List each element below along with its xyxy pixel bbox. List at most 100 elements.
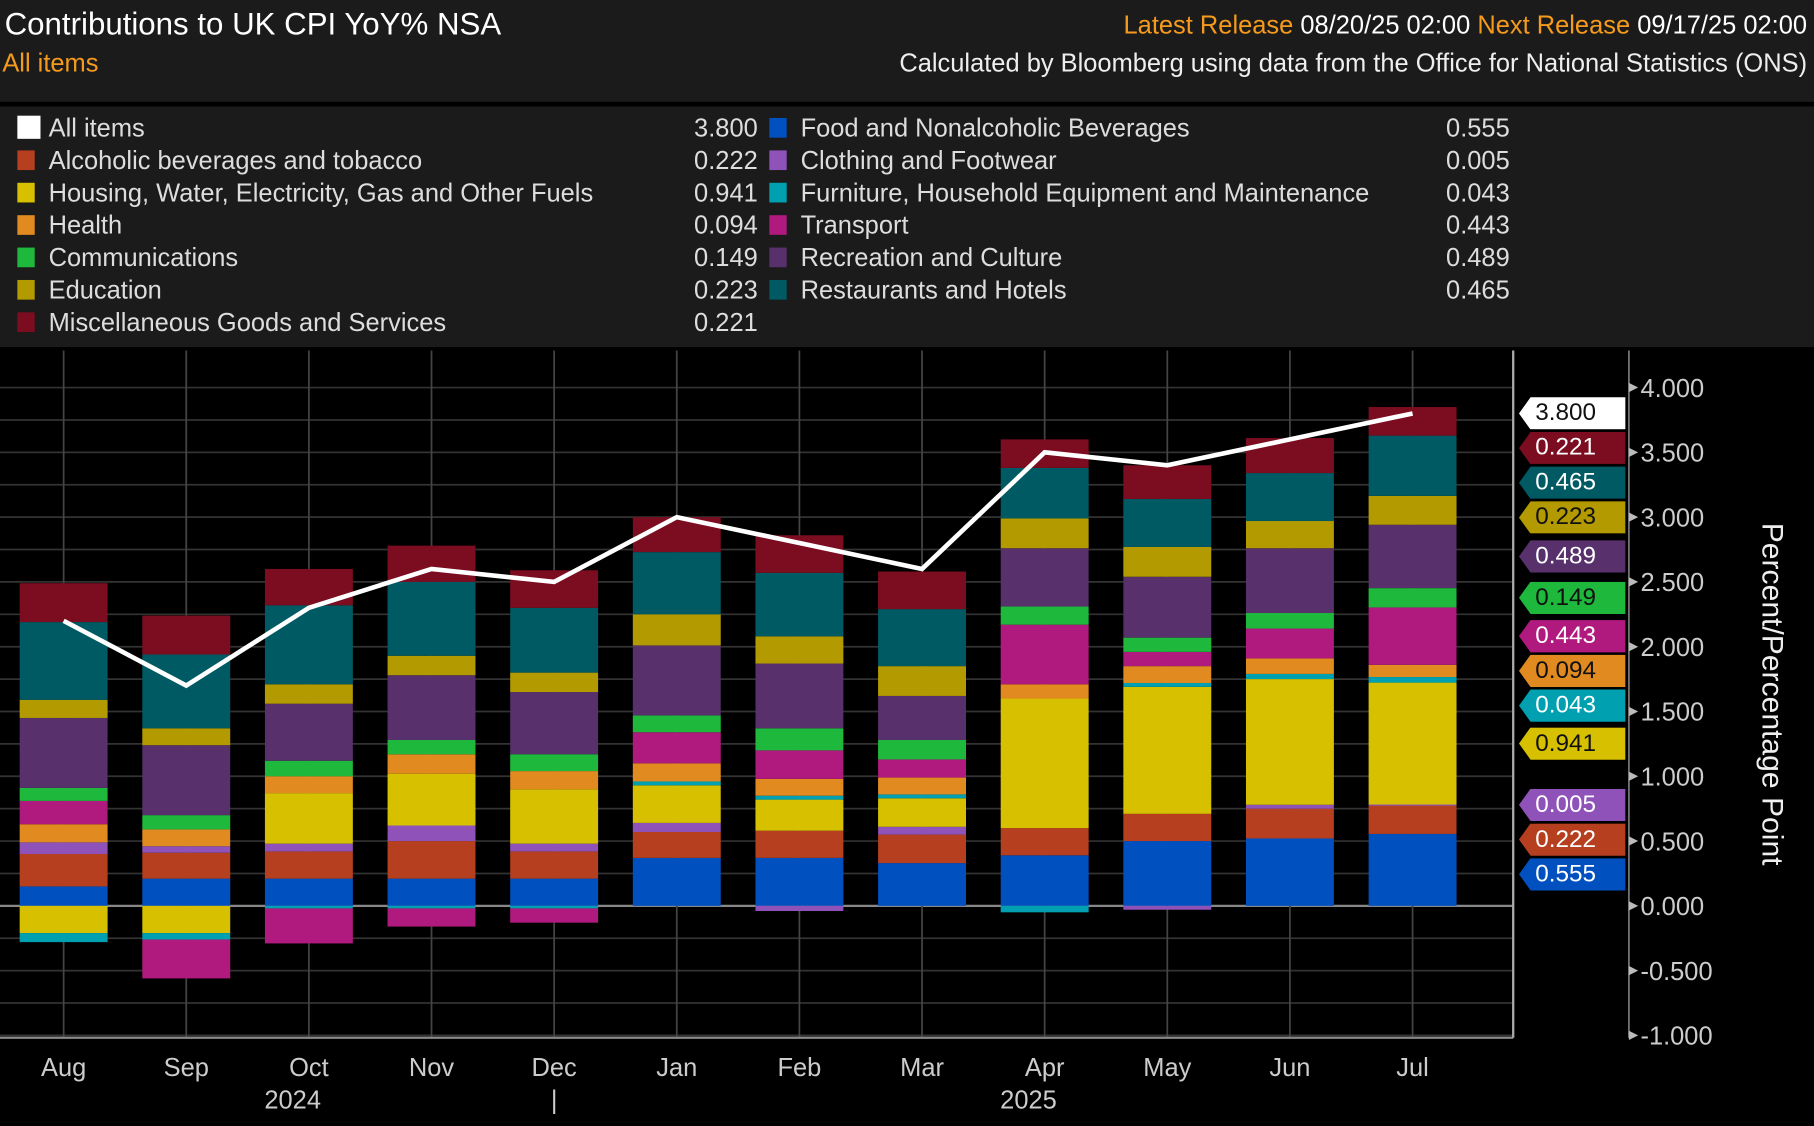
bar-segment bbox=[19, 622, 108, 700]
bar-segment bbox=[1000, 518, 1089, 549]
bar-segment bbox=[142, 615, 231, 655]
bar-segment bbox=[878, 571, 967, 610]
legend-item[interactable]: Communications 0.149 bbox=[17, 243, 758, 275]
bar-segment bbox=[510, 851, 599, 879]
last-value-tag: 0.043 bbox=[1518, 689, 1626, 722]
bar-segment bbox=[1000, 624, 1089, 685]
bar-segment bbox=[755, 663, 844, 729]
bar-segment bbox=[387, 675, 476, 740]
y-tick-mark bbox=[1628, 512, 1639, 522]
last-value-tag: 0.555 bbox=[1518, 858, 1626, 891]
legend-swatch-icon bbox=[769, 118, 787, 138]
bar-segment bbox=[878, 759, 967, 778]
bar-segment bbox=[142, 829, 231, 847]
bar-segment bbox=[632, 831, 721, 858]
x-tick-label: Aug bbox=[41, 1054, 86, 1082]
bar-segment bbox=[1123, 666, 1212, 683]
x-tick-label: Oct bbox=[289, 1054, 329, 1082]
bar-segment bbox=[142, 933, 231, 940]
legend-label: Recreation and Culture bbox=[800, 242, 1063, 272]
year-divider: | bbox=[551, 1086, 558, 1114]
legend-swatch-icon bbox=[17, 215, 35, 235]
bar-segment bbox=[264, 684, 353, 704]
legend-value: 0.443 bbox=[1446, 210, 1510, 240]
bar-segment bbox=[1123, 905, 1212, 910]
bar-segment bbox=[1245, 808, 1334, 839]
release-info: Latest Release 08/20/25 02:00 Next Relea… bbox=[1124, 10, 1808, 40]
bar-segment bbox=[1123, 576, 1212, 638]
bar-segment bbox=[1368, 524, 1457, 589]
legend-item[interactable]: Restaurants and Hotels 0.465 bbox=[769, 275, 1510, 307]
bar-segment bbox=[264, 605, 353, 685]
x-tick-label: Jan bbox=[656, 1054, 697, 1082]
legend-value: 0.221 bbox=[694, 307, 758, 337]
latest-release-value: 08/20/25 02:00 bbox=[1300, 10, 1471, 40]
bar-segment bbox=[387, 878, 476, 906]
bar-segment bbox=[1245, 628, 1334, 659]
legend-item[interactable]: Furniture, Household Equipment and Maint… bbox=[769, 178, 1510, 210]
bar-segment bbox=[1123, 651, 1212, 667]
bar-segment bbox=[632, 785, 721, 823]
last-value-tag: 0.149 bbox=[1518, 581, 1626, 614]
bar-segment bbox=[387, 841, 476, 879]
bar-segment bbox=[1368, 495, 1457, 525]
legend-label: Transport bbox=[800, 210, 909, 240]
legend-item[interactable]: Food and Nonalcoholic Beverages 0.555 bbox=[769, 113, 1510, 145]
legend-label: Furniture, Household Equipment and Maint… bbox=[800, 178, 1370, 208]
bar-segment bbox=[878, 794, 967, 799]
bar-segment bbox=[142, 745, 231, 816]
bar-segment bbox=[510, 905, 599, 909]
legend-item[interactable]: Clothing and Footwear 0.005 bbox=[769, 146, 1510, 178]
y-tick-label: -0.500 bbox=[1640, 958, 1712, 986]
bar-segment bbox=[142, 939, 231, 979]
bar-segment bbox=[387, 655, 476, 676]
bar-segment bbox=[878, 739, 967, 760]
legend-swatch-icon bbox=[769, 150, 787, 171]
legend-item[interactable]: Alcoholic beverages and tobacco 0.222 bbox=[17, 145, 758, 178]
bar-segment bbox=[1245, 473, 1334, 522]
legend-value: 0.941 bbox=[694, 178, 758, 208]
bar-segment bbox=[1123, 682, 1212, 687]
last-value-tag: 0.005 bbox=[1518, 788, 1626, 822]
legend-value: 0.043 bbox=[1446, 178, 1510, 208]
bar-segment bbox=[1368, 805, 1457, 834]
bar-segment bbox=[632, 822, 721, 832]
x-tick-label: Mar bbox=[900, 1054, 944, 1082]
legend-item[interactable]: Health 0.094 bbox=[17, 211, 758, 243]
last-value-tag: 0.941 bbox=[1518, 727, 1626, 760]
bar-segment bbox=[19, 717, 108, 788]
bar-segment bbox=[19, 886, 108, 906]
bar-segment bbox=[387, 581, 476, 656]
bar-segment bbox=[387, 905, 476, 909]
bar-segment bbox=[1368, 435, 1457, 496]
source-note: Calculated by Bloomberg using data from … bbox=[899, 48, 1808, 78]
y-tick-mark bbox=[1628, 706, 1639, 717]
bar-segment bbox=[755, 905, 844, 912]
y-tick-mark bbox=[1628, 642, 1639, 652]
bar-segment bbox=[387, 739, 476, 755]
legend-item[interactable]: Transport 0.443 bbox=[769, 210, 1510, 243]
legend-item[interactable]: Housing, Water, Electricity, Gas and Oth… bbox=[17, 178, 758, 210]
bar-segment bbox=[510, 789, 599, 844]
bar-segment bbox=[632, 857, 721, 906]
bar-segment bbox=[510, 878, 599, 906]
legend-item[interactable]: Education 0.223 bbox=[17, 275, 758, 307]
legend-value: 0.222 bbox=[694, 145, 758, 175]
y-tick-label: 1.500 bbox=[1640, 699, 1704, 727]
bar-segment bbox=[1368, 664, 1457, 678]
bar-segment bbox=[755, 830, 844, 858]
bar-segment bbox=[1123, 813, 1212, 842]
bar-segment bbox=[264, 908, 353, 944]
y-tick-label: 4.000 bbox=[1640, 375, 1704, 403]
bar-segment bbox=[1123, 686, 1212, 814]
bar-segment bbox=[510, 672, 599, 693]
bar-segment bbox=[1123, 465, 1212, 499]
legend-item[interactable]: Recreation and Culture 0.489 bbox=[769, 242, 1510, 275]
legend-item[interactable]: All items 3.800 bbox=[17, 113, 758, 145]
bar-segment bbox=[1368, 682, 1457, 805]
year-label: 2025 bbox=[1000, 1086, 1057, 1114]
legend-item[interactable]: Miscellaneous Goods and Services 0.221 bbox=[17, 307, 758, 340]
chart-title: Contributions to UK CPI YoY% NSA bbox=[4, 6, 502, 42]
y-tick-label: 3.500 bbox=[1640, 440, 1704, 468]
bar-segment bbox=[264, 776, 353, 794]
